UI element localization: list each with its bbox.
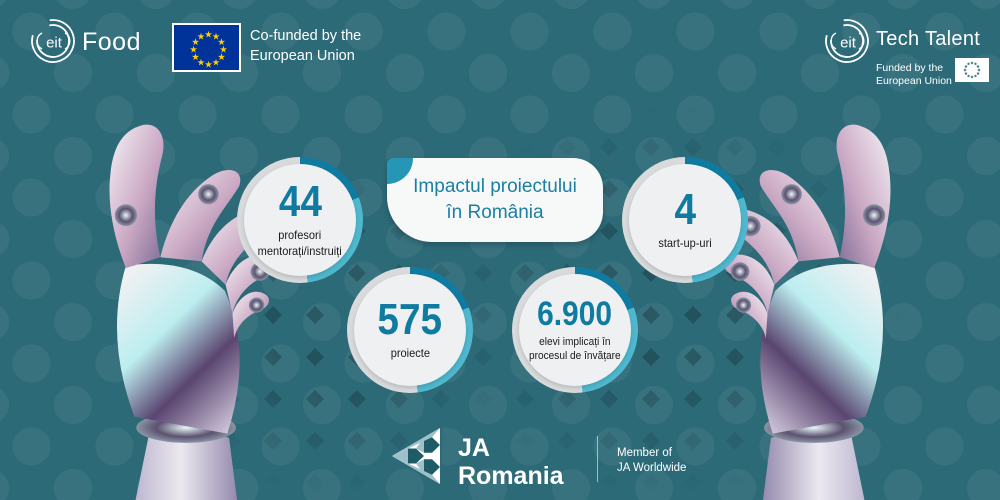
svg-text:eit: eit	[840, 35, 857, 52]
svg-text:eit: eit	[46, 35, 63, 52]
